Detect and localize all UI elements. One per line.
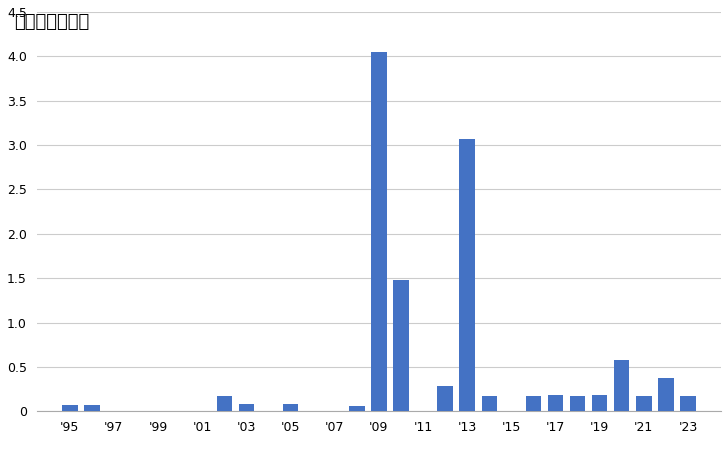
Bar (62, 405, 77, 411)
Bar (636, 396, 652, 411)
Bar (371, 52, 387, 411)
Bar (526, 396, 541, 411)
Bar (84, 405, 100, 411)
Text: 輸出価格の推移: 輸出価格の推移 (15, 14, 90, 32)
Bar (393, 280, 408, 411)
Bar (481, 396, 497, 411)
Bar (349, 406, 365, 411)
Bar (239, 404, 254, 411)
Bar (459, 139, 475, 411)
Bar (438, 387, 453, 411)
Bar (547, 396, 563, 411)
Bar (680, 396, 696, 411)
Bar (592, 396, 607, 411)
Bar (217, 396, 232, 411)
Bar (614, 360, 630, 411)
Bar (658, 378, 673, 411)
Bar (570, 396, 585, 411)
Bar (282, 404, 298, 411)
